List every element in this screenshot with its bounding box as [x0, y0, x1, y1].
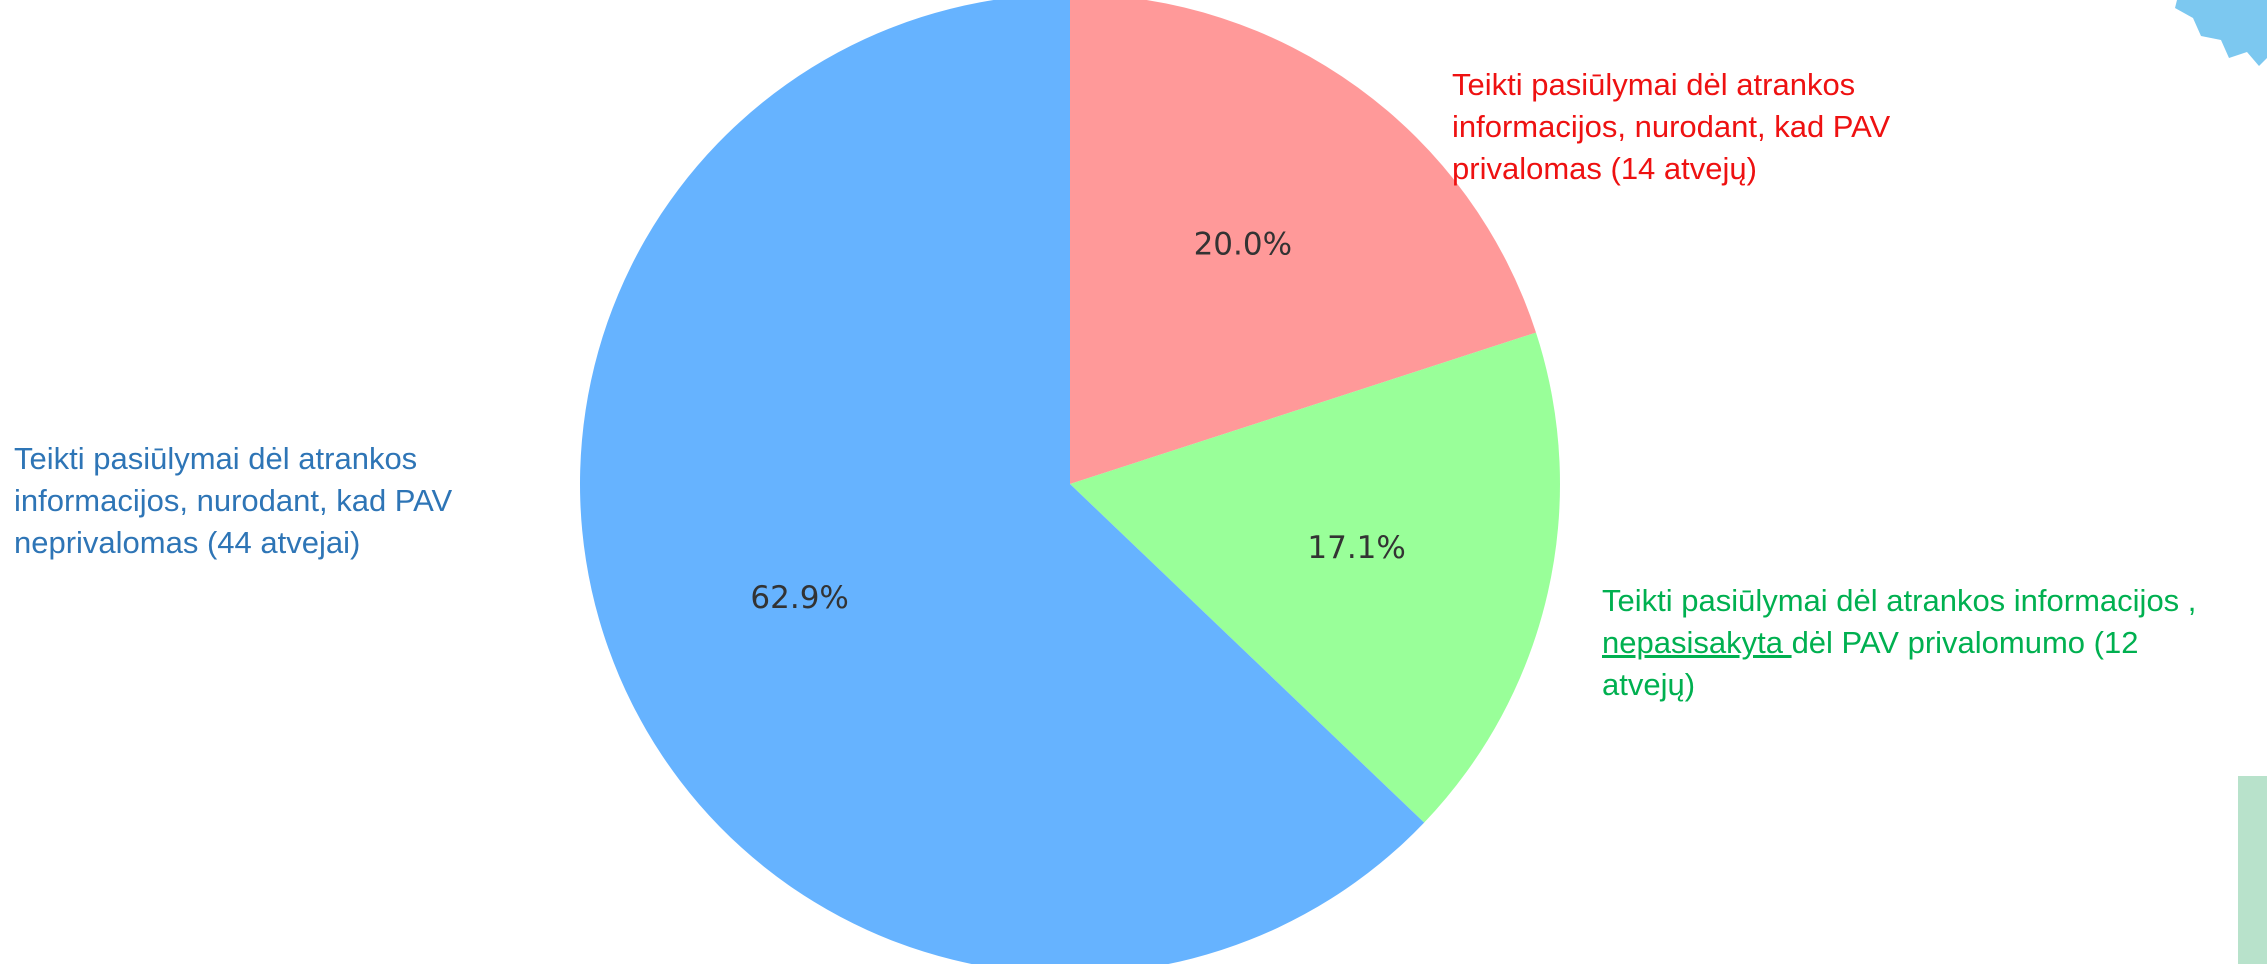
annotation-green-line-1: Teikti pasiūlymai dėl atrankos informaci… — [1602, 583, 2197, 618]
pie-slice-2 — [580, 0, 1425, 964]
annotation-green-line-3: atvejų) — [1602, 667, 1696, 702]
pie-slices — [580, 0, 1560, 964]
annotation-red-line-3: privalomas (14 atvejų) — [1452, 151, 1757, 186]
pie-percent-label-1: 17.1% — [1307, 530, 1405, 566]
pie-percent-labels: 20.0% 17.1% 62.9% — [750, 227, 1405, 616]
decorative-green-bar — [2238, 776, 2267, 964]
annotation-neprivalomas: Teikti pasiūlymai dėl atrankos informaci… — [14, 438, 452, 564]
decorative-star-shape — [2175, 0, 2267, 66]
annotation-nepasisakyta: Teikti pasiūlymai dėl atrankos informaci… — [1602, 580, 2196, 706]
annotation-red-line-1: Teikti pasiūlymai dėl atrankos — [1452, 67, 1856, 102]
annotation-blue-line-3: neprivalomas (44 atvejai) — [14, 525, 361, 560]
annotation-blue-line-1: Teikti pasiūlymai dėl atrankos — [14, 441, 418, 476]
annotation-blue-line-2: informacijos, nurodant, kad PAV — [14, 483, 453, 518]
annotation-red-line-2: informacijos, nurodant, kad PAV — [1452, 109, 1891, 144]
pie-slice-0 — [1070, 0, 1537, 484]
annotation-green-line-2: nepasisakyta dėl PAV privalomumo (12 — [1602, 622, 2196, 664]
annotation-green-underlined: nepasisakyta — [1602, 625, 1792, 660]
pie-slice-1 — [1070, 332, 1560, 823]
pie-percent-label-0: 20.0% — [1194, 227, 1292, 263]
annotation-privalomas: Teikti pasiūlymai dėl atrankos informaci… — [1452, 64, 1890, 190]
pie-percent-label-2: 62.9% — [750, 580, 848, 616]
annotation-green-line-2-rest: dėl PAV privalomumo (12 — [1791, 625, 2139, 660]
